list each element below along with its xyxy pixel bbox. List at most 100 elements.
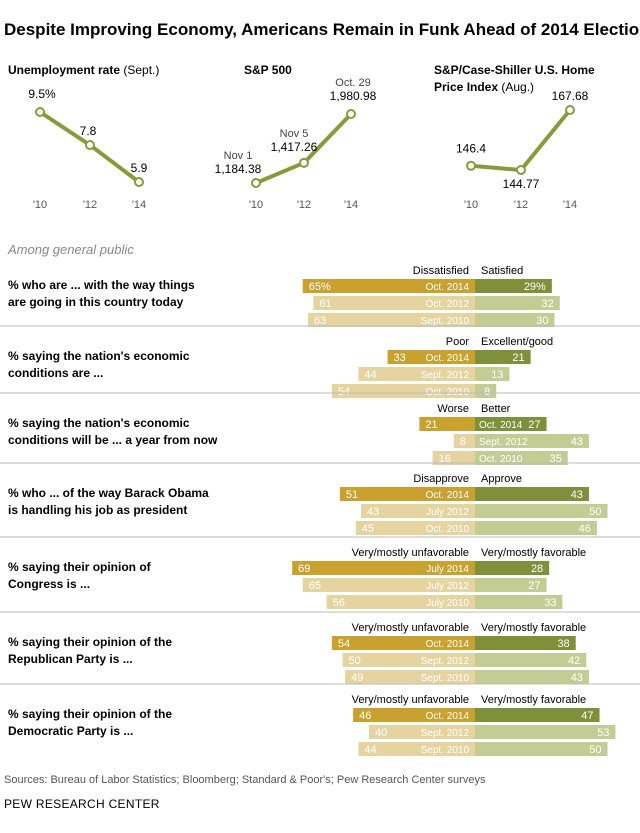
bar-value-negative: 49: [351, 672, 363, 684]
bar-value-positive: 32: [542, 298, 554, 310]
data-point: [251, 178, 261, 188]
bar-value-positive: 28: [531, 563, 543, 575]
data-point: [466, 160, 476, 171]
data-point: [85, 140, 95, 151]
bar-negative: [302, 578, 475, 592]
question-label: % saying the nation's economic: [8, 349, 190, 363]
bar-positive: [475, 504, 608, 518]
question-label: % who are ... with the way things: [8, 278, 195, 292]
question-label: conditions will be ... a year from now: [8, 433, 218, 447]
series-line: [470, 108, 572, 172]
data-point: [516, 165, 526, 175]
question-label: % who ... of the way Barack Obama: [8, 486, 209, 500]
x-tick-label: '10: [464, 199, 478, 211]
bar-negative: [355, 521, 475, 535]
row-date-label: Oct. 2014: [426, 639, 470, 650]
question-label: % saying the nation's economic: [8, 416, 190, 430]
bar-positive: [475, 561, 550, 575]
bar-positive: [475, 670, 589, 684]
question-label: % saying their opinion of the: [8, 635, 172, 649]
bar-value-positive: 43: [571, 436, 583, 448]
bar-negative: [345, 670, 475, 684]
bar-positive: [475, 653, 587, 667]
bar-negative: [358, 367, 475, 381]
bar-negative: [331, 384, 475, 398]
data-point: [35, 107, 45, 117]
bar-value-negative: 51: [346, 489, 358, 501]
bar-positive: [475, 742, 608, 756]
row-date-label: Oct. 2012: [426, 299, 470, 310]
legend-negative: Poor: [446, 336, 470, 348]
bar-value-negative: 44: [364, 744, 376, 756]
row-date-label: Oct. 2014: [426, 711, 470, 722]
row-date-label: Oct. 2010: [479, 454, 523, 465]
bar-negative: [308, 313, 475, 327]
bar-value-positive: 43: [571, 489, 583, 501]
line-chart-3: S&P/Case-Shiller U.S. Home Price Index (A…: [434, 63, 595, 211]
bar-value-negative: 8: [460, 436, 466, 448]
bar-negative: [313, 296, 475, 310]
line-chart-subtitle: (Sept.): [120, 63, 159, 77]
bar-value-positive: 42: [568, 655, 580, 667]
bar-value-positive: 33: [544, 597, 556, 609]
bar-negative: [361, 504, 475, 518]
bar-value-positive: 8: [484, 386, 490, 398]
bar-negative: [432, 451, 475, 465]
bar-value-negative: 54: [338, 638, 350, 650]
sources-note: Sources: Bureau of Labor Statistics; Blo…: [4, 774, 486, 786]
bar-value-positive: 53: [597, 727, 609, 739]
data-label: 7.8: [80, 124, 97, 138]
row-date-label: Sept. 2012: [479, 437, 528, 448]
data-label: 5.9: [131, 161, 148, 175]
bar-negative: [342, 653, 475, 667]
brand-label: PEW RESEARCH CENTER: [4, 797, 160, 811]
question-label: is handling his job as president: [8, 503, 187, 517]
bar-positive: [475, 350, 531, 364]
legend-positive: Approve: [481, 473, 522, 485]
row-date-label: Oct. 2014: [479, 420, 523, 431]
row-date-label: Oct. 2014: [426, 353, 470, 364]
bar-value-positive: 30: [536, 315, 548, 327]
x-tick-label: '14: [344, 199, 358, 211]
bar-negative: [369, 725, 475, 739]
legend-positive: Excellent/good: [481, 336, 553, 348]
bar-positive: [475, 636, 576, 650]
bar-group-1: % who are ... with the way things are goi…: [8, 265, 560, 327]
x-tick-label: '14: [563, 199, 577, 211]
row-date-label: Oct. 2014: [426, 282, 470, 293]
bar-value-negative: 21: [425, 419, 437, 431]
question-label: % saying their opinion of: [8, 560, 152, 574]
data-label: 1,184.38: [215, 162, 262, 176]
bar-value-positive: 27: [528, 419, 540, 431]
row-date-label: Sept. 2010: [421, 673, 470, 684]
row-date-label: Sept. 2010: [421, 316, 470, 327]
bar-value-negative: 43: [367, 506, 379, 518]
bar-positive: [475, 487, 589, 501]
bar-negative: [387, 350, 475, 364]
x-tick-label: '10: [33, 199, 47, 211]
data-point: [346, 109, 356, 119]
bar-value-negative: 33: [394, 352, 406, 364]
question-label: % saying their opinion of the: [8, 707, 172, 721]
data-label: 9.5%: [28, 87, 56, 101]
bar-group-3: % saying the nation's economic conditions…: [0, 392, 640, 465]
row-date-label: Sept. 2010: [421, 745, 470, 756]
bar-positive: [475, 521, 597, 535]
legend-positive: Very/mostly favorable: [481, 694, 586, 706]
bar-positive: [475, 296, 560, 310]
question-label: are going in this country today: [8, 295, 184, 309]
line-chart-title: S&P 500: [244, 63, 292, 77]
bar-value-positive: 50: [589, 744, 601, 756]
bar-positive: [475, 578, 547, 592]
line-chart-title: S&P/Case-Shiller U.S. Home: [434, 63, 595, 77]
bar-value-positive: 13: [491, 369, 503, 381]
bar-value-negative: 63: [314, 315, 326, 327]
row-date-label: July 2012: [426, 507, 469, 518]
x-tick-label: '12: [83, 199, 97, 211]
bar-value-negative: 54: [338, 386, 350, 398]
x-tick-label: '12: [297, 199, 311, 211]
bar-negative: [339, 487, 475, 501]
